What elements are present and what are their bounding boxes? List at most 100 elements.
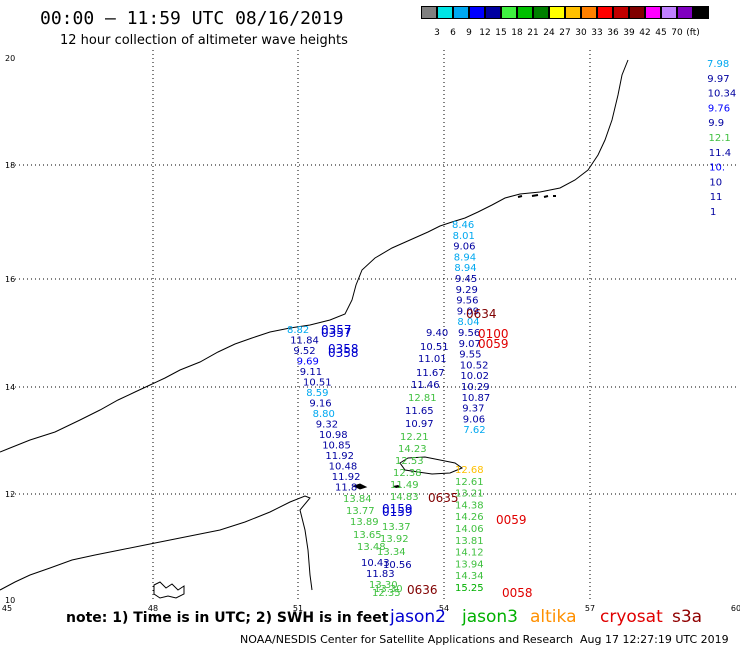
swh-value: 12.21 <box>400 432 429 443</box>
swh-value: 10. <box>709 163 725 174</box>
colorbar-label: 33 <box>591 28 603 38</box>
swh-value: 9.45 <box>455 274 477 285</box>
swh-value: 8.04 <box>457 317 479 328</box>
swh-value: 11.84 <box>290 336 319 347</box>
lon-label: 57 <box>585 604 595 613</box>
map-legend-glyph <box>153 581 185 599</box>
swh-value: 15.25 <box>455 583 484 594</box>
colorbar-swatch <box>485 6 501 19</box>
satellite-label: s3a <box>672 607 703 627</box>
time-label: 0636 <box>407 583 438 597</box>
colorbar-swatch <box>517 6 533 19</box>
colorbar-swatch <box>437 6 453 19</box>
swh-value: 9.32 <box>316 420 338 431</box>
lat-label: 20 <box>5 54 15 63</box>
satellite-label: jason3 <box>462 607 518 627</box>
lat-lon-grid <box>7 50 736 600</box>
time-label: 0100 <box>478 327 509 341</box>
satellite-label: cryosat <box>600 607 663 627</box>
swh-value: 11.83 <box>366 569 395 580</box>
colorbar-label: 21 <box>527 28 539 38</box>
swh-value: 11.4 <box>709 148 731 159</box>
swh-value: 8.94 <box>454 252 476 263</box>
lat-label: 16 <box>5 275 15 284</box>
swh-value: 10.56 <box>383 560 412 571</box>
swh-value: 10.87 <box>462 393 491 404</box>
swh-value: 13.34 <box>377 547 406 558</box>
colorbar-label: 24 <box>543 28 555 38</box>
time-label: 0159 <box>382 502 413 516</box>
swh-value: 8.46 <box>452 220 474 231</box>
lat-label: 18 <box>5 161 15 170</box>
swh-value: 13.21 <box>455 489 484 500</box>
footer-note: note: 1) Time is in UTC; 2) SWH is in fe… <box>66 610 389 626</box>
swh-value: 9.76 <box>708 103 730 114</box>
swh-value: 10.52 <box>460 360 489 371</box>
swh-value: 12.53 <box>395 456 424 467</box>
swh-value: 12.61 <box>455 477 484 488</box>
lat-label: 10 <box>5 596 15 605</box>
abd-al-kuri-island <box>352 483 368 490</box>
swh-value: 9.11 <box>300 367 322 378</box>
swh-value: 13.94 <box>455 559 484 570</box>
altimeter-tracks: 7.989.9710.349.769.912.111.410.101118.82… <box>287 59 736 600</box>
colorbar-label: 45 <box>655 28 667 38</box>
time-label: 0635 <box>428 491 459 505</box>
swh-value: 13.84 <box>343 494 372 505</box>
swh-value: 8.01 <box>453 231 475 242</box>
colorbar-label: 18 <box>511 28 523 38</box>
swh-value: 10.97 <box>405 419 434 430</box>
timestamp: Aug 17 12:27:19 UTC 2019 <box>580 633 729 646</box>
swh-value: 14.34 <box>455 571 484 582</box>
swh-value: 9.97 <box>707 74 729 85</box>
colorbar-swatch <box>533 6 549 19</box>
colorbar-label: 12 <box>479 28 491 38</box>
time-label: 0358 <box>328 346 359 360</box>
swh-value: 13.30 <box>374 584 403 595</box>
swh-value: 13.30 <box>369 580 398 591</box>
swh-value: 7.98 <box>707 59 729 70</box>
swh-value: 13.37 <box>382 522 411 533</box>
colorbar-label: 30 <box>575 28 587 38</box>
time-label: 0059 <box>478 337 509 351</box>
colorbar-swatch <box>469 6 485 19</box>
swh-value: 8.80 <box>313 409 335 420</box>
swh-value: 9.37 <box>462 404 484 415</box>
swh-value: 12.68 <box>455 465 484 476</box>
colorbar-swatch <box>453 6 469 19</box>
credit-line: NOAA/NESDIS Center for Satellite Applica… <box>240 633 574 646</box>
swh-value: 9.55 <box>459 350 481 361</box>
swh-value: 10.85 <box>322 441 351 452</box>
lon-label: 48 <box>148 604 158 613</box>
swh-value: 9.06 <box>463 414 485 425</box>
time-label: 0357 <box>321 326 352 340</box>
swh-value: 10 <box>709 177 722 188</box>
swh-value: 11.92 <box>325 451 354 462</box>
swh-value: 14.26 <box>455 512 484 523</box>
colorbar-label: (ft) <box>686 28 700 38</box>
swh-value: 8.94 <box>454 263 476 274</box>
kuria-muria-islands <box>517 194 556 198</box>
colorbar-swatch <box>613 6 629 19</box>
swh-value: 12.1 <box>709 133 731 144</box>
colorbar-label: 15 <box>495 28 507 38</box>
colorbar-swatch <box>501 6 517 19</box>
swh-value: 8.59 <box>306 388 328 399</box>
colorbar-swatch <box>629 6 645 19</box>
swh-value: 11 <box>710 192 723 203</box>
somali-coastline <box>0 495 313 591</box>
lon-label: 51 <box>293 604 303 613</box>
swh-value: 12.35 <box>372 588 401 599</box>
swh-value: 13.89 <box>350 517 379 528</box>
lon-label: 60 <box>731 604 740 613</box>
colorbar-swatch <box>421 6 437 19</box>
swh-value: 14.12 <box>455 548 484 559</box>
swh-value: 14.06 <box>455 524 484 535</box>
swh-value: 9.56 <box>458 328 480 339</box>
swh-value: 10.43 <box>361 558 390 569</box>
colorbar-swatch <box>565 6 581 19</box>
swh-value: 9.40 <box>426 328 448 339</box>
swh-value: 11.46 <box>411 380 440 391</box>
